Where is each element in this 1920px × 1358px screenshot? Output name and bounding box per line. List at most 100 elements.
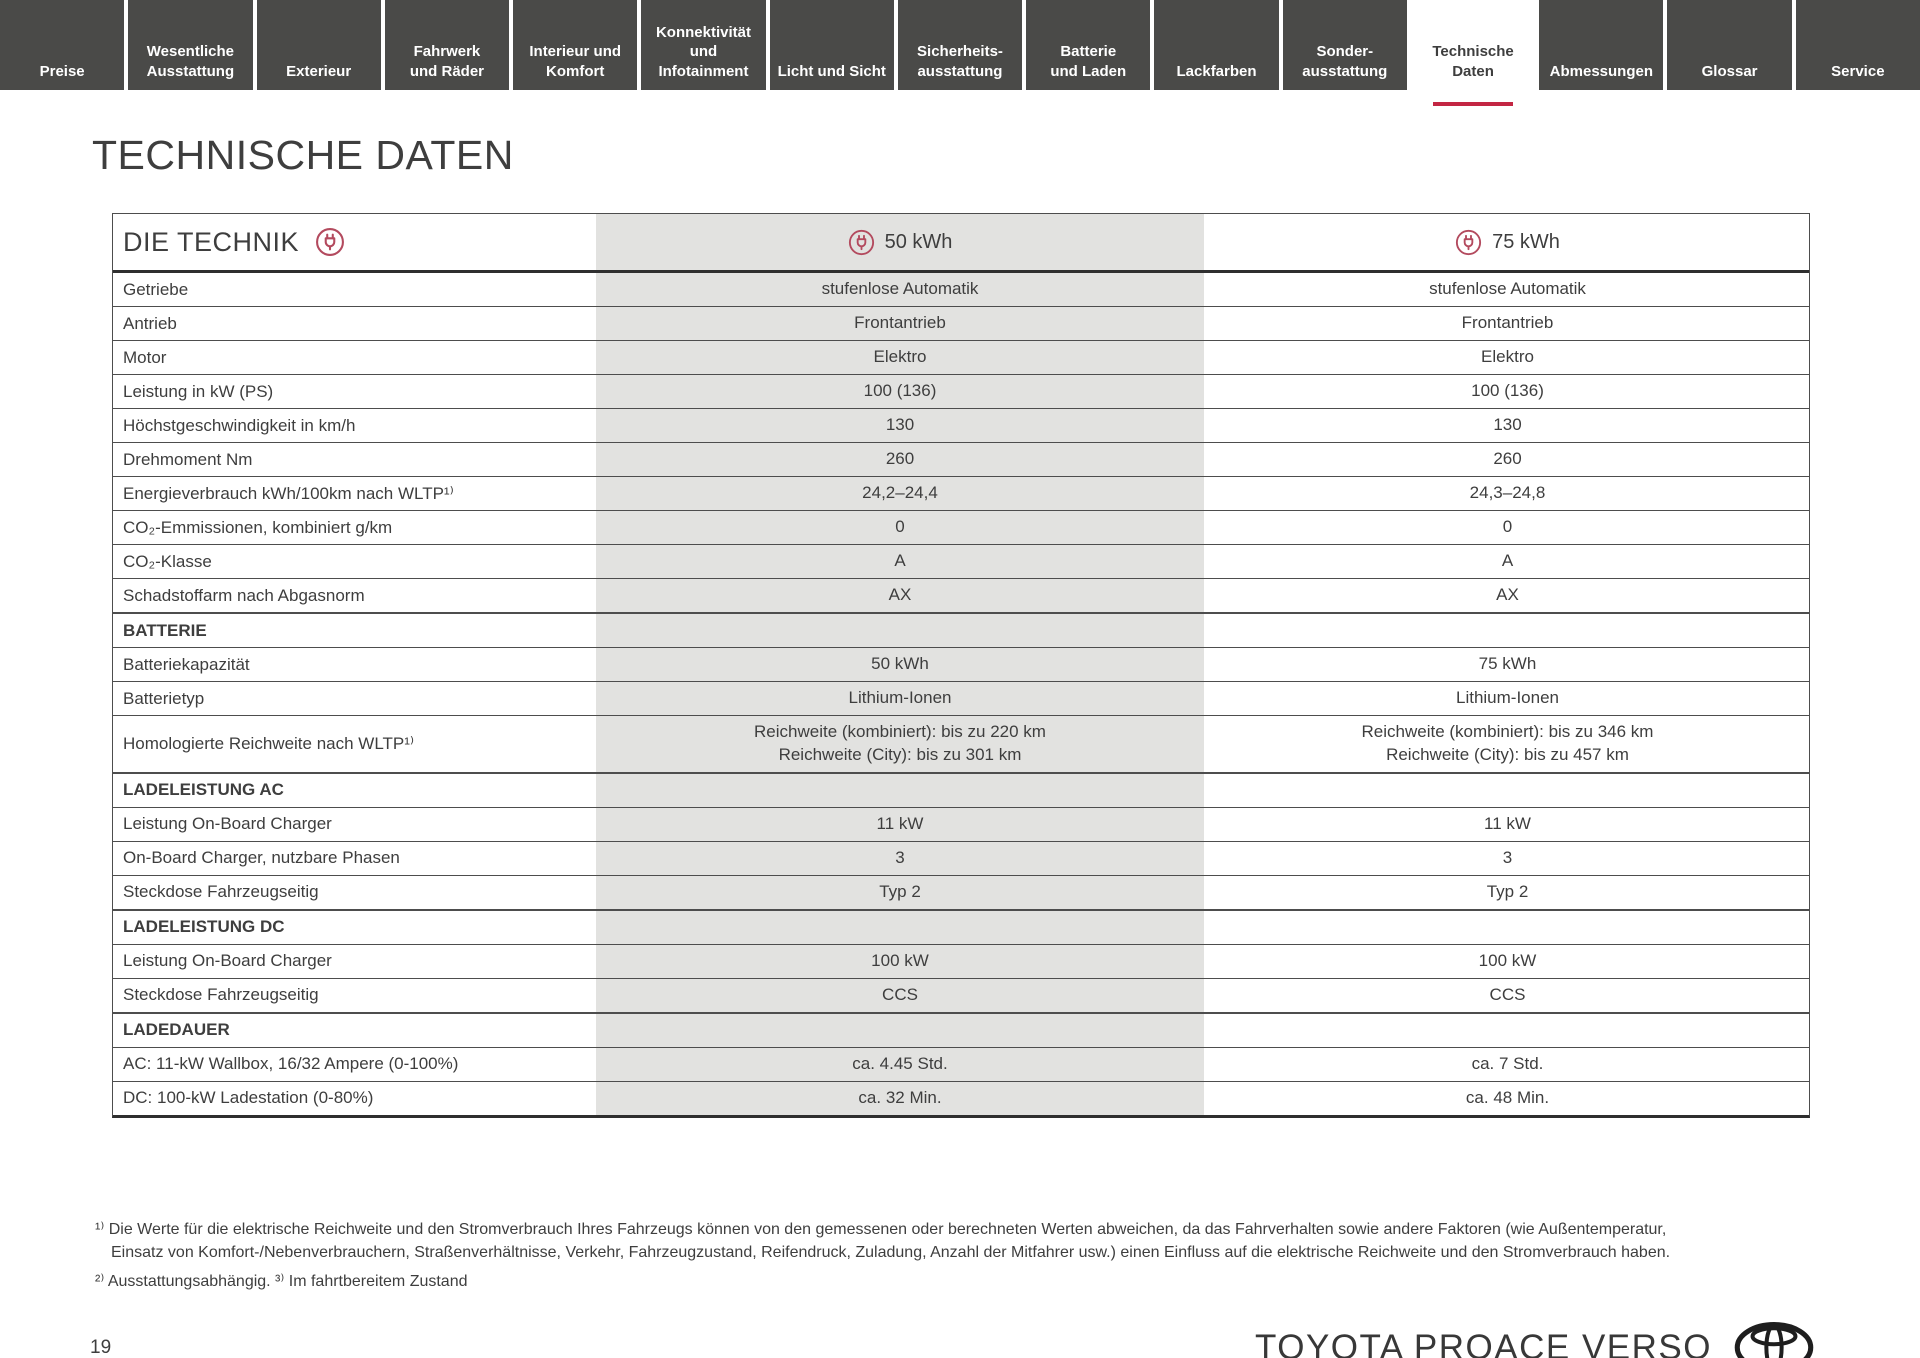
- spec-value-75kwh: 100 kW: [1478, 950, 1537, 970]
- spec-label: AC: 11-kW Wallbox, 16/32 Ampere (0-100%): [123, 1054, 459, 1074]
- tab-sonder-ausstattung[interactable]: Sonder- ausstattung: [1282, 0, 1407, 90]
- spec-value-50kwh: CCS: [596, 978, 1204, 1012]
- table-row: Antrieb Frontantrieb Frontantrieb: [113, 306, 1809, 340]
- spec-value-75kwh: A: [1501, 551, 1514, 571]
- spec-value-75kwh: Elektro: [1481, 347, 1534, 367]
- spec-label: Leistung in kW (PS): [123, 381, 274, 401]
- spec-label: DC: 100-kW Ladestation (0-80%): [123, 1088, 374, 1108]
- tab-label: Interieur und Komfort: [529, 43, 622, 80]
- table-row: On-Board Charger, nutzbare Phasen 3 3: [113, 840, 1809, 875]
- spec-value-75kwh: 24,3–24,8: [1469, 483, 1546, 503]
- spec-value-75kwh: 260: [1493, 449, 1522, 469]
- spec-value-50kwh: 100 (136): [596, 375, 1204, 408]
- tab-preise[interactable]: Preise: [0, 0, 125, 90]
- tab-lackfarben[interactable]: Lackfarben: [1154, 0, 1279, 90]
- tab-licht-und-sicht[interactable]: Licht und Sicht: [769, 0, 894, 90]
- spec-value-50kwh: 0: [596, 511, 1204, 544]
- tab-interieur-und-komfort[interactable]: Interieur und Komfort: [513, 0, 638, 90]
- spec-value-50kwh: 50 kWh: [596, 648, 1204, 681]
- tab-label: Abmessungen: [1549, 62, 1653, 80]
- spec-label: Steckdose Fahrzeugseitig: [123, 985, 319, 1005]
- table-row: Batteriekapazität 50 kWh 75 kWh: [113, 647, 1809, 681]
- tab-wesentliche-ausstattung[interactable]: Wesentliche Ausstattung: [128, 0, 253, 90]
- spec-value-50kwh: 260: [596, 443, 1204, 476]
- tab-label: Sicherheits- ausstattung: [917, 43, 1003, 80]
- spec-value-75kwh: ca. 48 Min.: [1465, 1087, 1550, 1107]
- spec-value-50kwh: 100 kW: [596, 944, 1204, 978]
- table-row: Homologierte Reichweite nach WLTP¹⁾ Reic…: [113, 715, 1809, 772]
- tab-abmessungen[interactable]: Abmessungen: [1539, 0, 1664, 90]
- section-row: BATTERIE: [113, 612, 1809, 647]
- table-row: Energieverbrauch kWh/100km nach WLTP¹⁾ 2…: [113, 476, 1809, 510]
- spec-value-75kwh: CCS: [1489, 984, 1526, 1004]
- table-row: Getriebe stufenlose Automatik stufenlose…: [113, 273, 1809, 306]
- table-row: AC: 11-kW Wallbox, 16/32 Ampere (0-100%)…: [113, 1046, 1809, 1081]
- tab-technische-daten[interactable]: Technische Daten: [1410, 0, 1536, 106]
- ev-plug-icon: [1455, 229, 1482, 256]
- spec-label: Leistung On-Board Charger: [123, 951, 332, 971]
- page-number: 19: [90, 1336, 112, 1358]
- section-row: LADEDAUER: [113, 1011, 1811, 1047]
- spec-label: Steckdose Fahrzeugseitig: [123, 882, 319, 902]
- table-row: Leistung in kW (PS) 100 (136) 100 (136): [113, 374, 1809, 408]
- column-header-75kwh: 75 kWh: [1204, 214, 1811, 270]
- page-title: TECHNISCHE DATEN: [92, 132, 514, 178]
- spec-value-75kwh: [1204, 774, 1811, 807]
- spec-value-75kwh: ca. 7 Std.: [1471, 1053, 1544, 1073]
- tab-label: Lackfarben: [1176, 62, 1257, 80]
- spec-value-50kwh: [596, 773, 1204, 807]
- table-row: Steckdose Fahrzeugseitig Typ 2 Typ 2: [113, 874, 1809, 909]
- tab-glossar[interactable]: Glossar: [1667, 0, 1792, 90]
- table-row: Motor Elektro Elektro: [113, 340, 1809, 374]
- spec-value-75kwh: [1204, 911, 1811, 944]
- spec-value-75kwh: stufenlose Automatik: [1429, 279, 1586, 299]
- table-row: Drehmoment Nm 260 260: [113, 442, 1809, 476]
- spec-label: LADELEISTUNG AC: [123, 780, 284, 800]
- column-header-label: 75 kWh: [1492, 230, 1560, 253]
- section-row: LADELEISTUNG DC: [113, 908, 1811, 944]
- spec-value-50kwh: Lithium-Ionen: [596, 682, 1204, 715]
- spec-value-75kwh: 0: [1502, 517, 1513, 537]
- spec-value-75kwh: [1204, 1014, 1811, 1047]
- table-row: Leistung On-Board Charger 11 kW 11 kW: [113, 806, 1809, 841]
- footnote-1: ¹⁾ Die Werte für die elektrische Reichwe…: [95, 1220, 1671, 1262]
- table-row: Batterietyp Lithium-Ionen Lithium-Ionen: [113, 681, 1809, 715]
- spec-value-75kwh: 75 kWh: [1478, 654, 1537, 674]
- spec-table-body: Getriebe stufenlose Automatik stufenlose…: [113, 273, 1809, 1115]
- spec-value-75kwh: AX: [1496, 585, 1519, 605]
- spec-value-50kwh: ca. 4.45 Std.: [596, 1047, 1204, 1081]
- spec-value-50kwh: [596, 1013, 1204, 1047]
- tab-batterie-und-laden[interactable]: Batterie und Laden: [1026, 0, 1151, 90]
- tab-exterieur[interactable]: Exterieur: [256, 0, 381, 90]
- spec-label: Homologierte Reichweite nach WLTP¹⁾: [123, 733, 415, 753]
- tab-label: Wesentliche Ausstattung: [146, 43, 235, 80]
- tab-service[interactable]: Service: [1795, 0, 1920, 90]
- tab-label: Batterie und Laden: [1050, 43, 1127, 80]
- tab-label: Technische Daten: [1432, 43, 1514, 80]
- spec-value-50kwh: 24,2–24,4: [596, 477, 1204, 510]
- tab-sicherheits-ausstattung[interactable]: Sicherheits- ausstattung: [897, 0, 1023, 90]
- spec-value-75kwh: 100 (136): [1471, 381, 1544, 401]
- spec-value-50kwh: Reichweite (kombiniert): bis zu 220 km R…: [596, 716, 1204, 772]
- spec-label: On-Board Charger, nutzbare Phasen: [123, 848, 400, 868]
- table-row: DC: 100-kW Ladestation (0-80%) ca. 32 Mi…: [113, 1080, 1809, 1115]
- spec-table: DIE TECHNIK 50 kWh 75 kWh Getriebe stufe…: [112, 213, 1810, 1118]
- tab-label: Glossar: [1701, 62, 1758, 80]
- column-header-50kwh: 50 kWh: [596, 214, 1204, 270]
- spec-value-75kwh: Lithium-Ionen: [1455, 688, 1559, 708]
- tab-konnektivitaet-und-infotainment[interactable]: Konnektivität und Infotainment: [641, 0, 766, 90]
- spec-value-75kwh: 11 kW: [1484, 813, 1531, 833]
- spec-label: Drehmoment Nm: [123, 449, 253, 469]
- footer-brand: TOYOTA PROACE VERSO: [1254, 1327, 1712, 1358]
- tab-label: Fahrwerk und Räder: [409, 43, 485, 80]
- tab-fahrwerk-und-raeder[interactable]: Fahrwerk und Räder: [384, 0, 510, 90]
- footnote-2: ²⁾ Ausstattungsabhängig. ³⁾ Im fahrtbere…: [95, 1273, 468, 1291]
- footnotes: ¹⁾ Die Werte für die elektrische Reichwe…: [95, 1218, 1800, 1294]
- page-footer: 19 TOYOTA PROACE VERSO: [0, 1321, 1920, 1358]
- spec-label: Energieverbrauch kWh/100km nach WLTP¹⁾: [123, 483, 454, 503]
- spec-label: Höchstgeschwindigkeit in km/h: [123, 415, 356, 435]
- active-tab-underline: [1433, 102, 1513, 106]
- spec-value-75kwh: Frontantrieb: [1461, 313, 1554, 333]
- column-header-label: 50 kWh: [884, 230, 953, 253]
